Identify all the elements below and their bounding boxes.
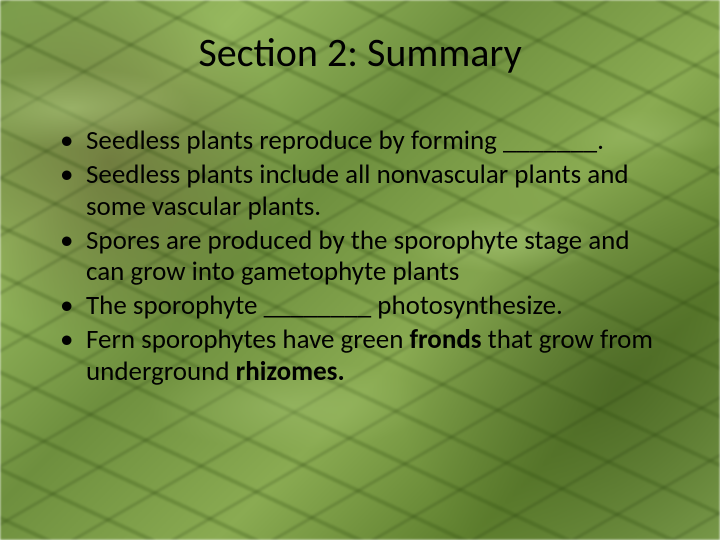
bullet-item: Fern sporophytes have green fronds that … xyxy=(60,324,672,388)
bullet-list: Seedless plants reproduce by forming ___… xyxy=(48,125,672,388)
slide-title: Section 2: Summary xyxy=(48,28,672,77)
bullet-item: Spores are produced by the sporophyte st… xyxy=(60,225,672,289)
bullet-item: The sporophyte ________ photosynthesize. xyxy=(60,290,672,322)
slide: Section 2: Summary Seedless plants repro… xyxy=(0,0,720,540)
bullet-item: Seedless plants reproduce by forming ___… xyxy=(60,125,672,157)
slide-content: Section 2: Summary Seedless plants repro… xyxy=(0,0,720,540)
bullet-item: Seedless plants include all nonvascular … xyxy=(60,159,672,223)
